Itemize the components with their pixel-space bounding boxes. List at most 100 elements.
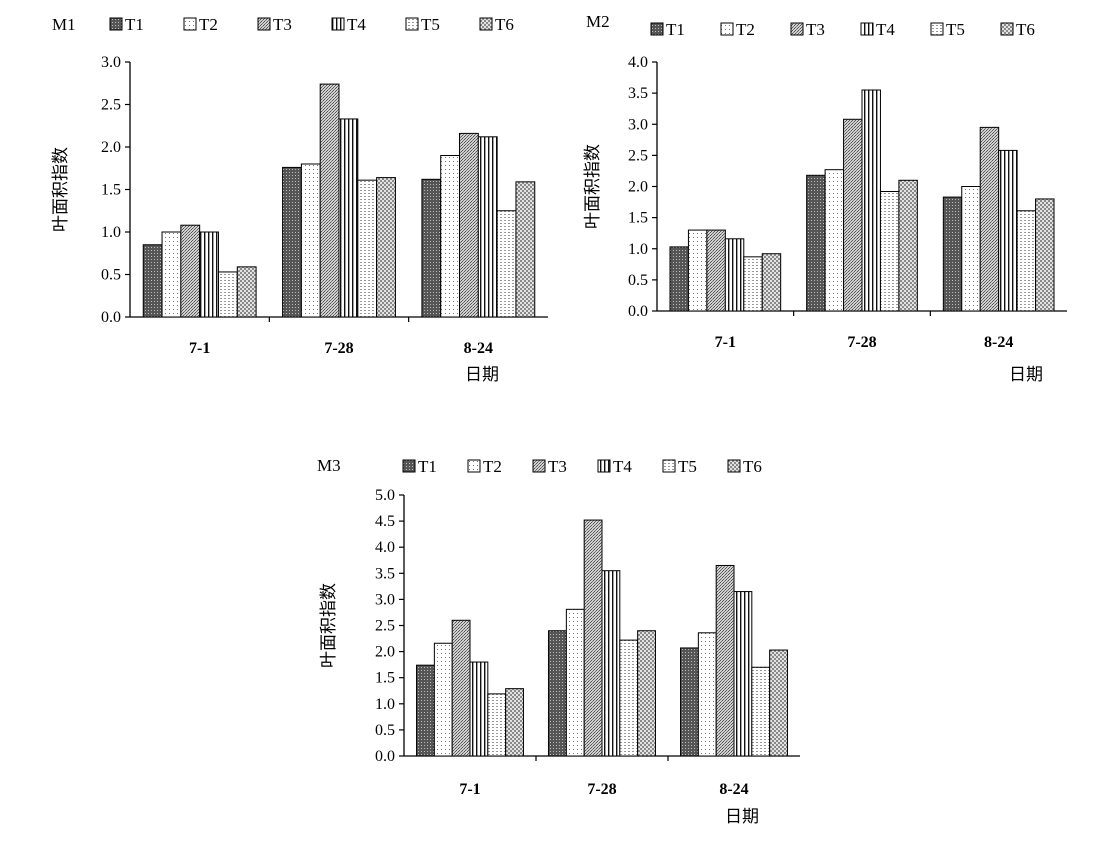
- y-axis-title: 叶面积指数: [319, 583, 338, 668]
- y-tick-label: 1.0: [375, 696, 395, 713]
- legend-swatch-T2: [467, 459, 481, 473]
- y-tick-label: 1.5: [101, 182, 121, 199]
- legend-swatch-T2: [183, 17, 197, 31]
- legend-swatch-T1: [109, 17, 123, 31]
- legend-label-T5: T5: [946, 20, 965, 39]
- y-axis-title: 叶面积指数: [583, 144, 602, 229]
- bar-T4-8-24: [733, 591, 753, 757]
- y-tick-label: 3.0: [375, 591, 395, 608]
- y-tick-label: 2.5: [101, 97, 121, 114]
- panel-title: M3: [317, 456, 341, 475]
- bar-T4-8-24: [477, 136, 498, 318]
- y-tick-label: 0.5: [101, 267, 121, 284]
- bar-T1-7-1: [669, 246, 689, 312]
- legend-label-T6: T6: [743, 457, 762, 476]
- legend-label-T4: T4: [613, 457, 632, 476]
- legend-label-T5: T5: [421, 15, 440, 34]
- bar-T3-7-28: [319, 83, 340, 318]
- legend-swatch-T5: [662, 459, 676, 473]
- bar-T1-7-28: [548, 630, 567, 757]
- bar-T2-7-1: [687, 229, 708, 312]
- bar-T1-7-1: [142, 244, 163, 318]
- y-tick-label: 3.0: [101, 54, 121, 71]
- bar-T5-7-28: [357, 179, 378, 318]
- y-tick-label: 1.5: [375, 670, 395, 687]
- bar-T2-8-24: [961, 186, 981, 312]
- x-axis-title: 日期: [725, 807, 759, 826]
- legend-swatch-T1: [650, 22, 664, 36]
- legend-swatch-T6: [1000, 22, 1014, 36]
- bar-T6-7-28: [376, 177, 396, 318]
- bar-T2-8-24: [697, 632, 717, 757]
- legend-label-T6: T6: [1016, 20, 1035, 39]
- bar-T6-8-24: [515, 181, 536, 318]
- legend-swatch-T6: [727, 459, 741, 473]
- bar-T3-8-24: [715, 564, 735, 757]
- y-tick-label: 2.5: [628, 147, 648, 164]
- bar-T2-7-1: [161, 231, 182, 318]
- bar-T1-8-24: [942, 196, 963, 312]
- bar-T4-7-28: [601, 570, 621, 757]
- y-tick-label: 4.0: [628, 54, 648, 71]
- panel-title: M1: [52, 15, 76, 34]
- y-tick-label: 3.0: [628, 116, 648, 133]
- bar-T5-8-24: [496, 210, 517, 318]
- bar-T3-8-24: [979, 126, 1000, 312]
- chart-2: 0.0 0.5 1.0 1.5 2.0 2.5 3.0 3.5 4.0 4.5 5.0 7-1 7-28…: [317, 456, 800, 826]
- legend-label-T3: T3: [548, 457, 567, 476]
- bar-T2-7-1: [433, 642, 453, 757]
- bar-T4-7-1: [199, 231, 219, 318]
- chart-1: 0.0 0.5 1.0 1.5 2.0 2.5 3.0 3.5 4.0 7-1 7-28 8-24 叶面…: [583, 12, 1067, 384]
- y-tick-label: 0.5: [375, 722, 395, 739]
- bar-T1-8-24: [680, 647, 699, 757]
- bar-T3-7-1: [180, 224, 201, 318]
- bar-T1-7-1: [416, 664, 435, 757]
- y-tick-label: 4.0: [375, 539, 395, 556]
- bar-T6-7-28: [637, 630, 656, 757]
- bar-T5-7-28: [879, 190, 900, 312]
- x-tick-label: 7-1: [459, 781, 480, 798]
- y-tick-label: 1.5: [628, 210, 648, 227]
- x-tick-label: 8-24: [984, 334, 1013, 351]
- x-axis-title: 日期: [1009, 365, 1043, 384]
- legend-label-T1: T1: [666, 20, 685, 39]
- bar-T2-8-24: [440, 155, 461, 318]
- legend-label-T6: T6: [495, 15, 514, 34]
- y-tick-label: 2.0: [101, 139, 121, 156]
- bar-T4-7-28: [861, 89, 881, 312]
- bar-T5-8-24: [1016, 210, 1037, 312]
- y-tick-label: 1.0: [101, 224, 121, 241]
- y-tick-label: 1.0: [628, 241, 648, 258]
- y-tick-label: 2.5: [375, 618, 395, 635]
- bar-T3-7-28: [843, 118, 863, 312]
- charts-root: 0.00.51.01.52.02.53.07-1 7-28 8-24叶面积指数日期M…: [51, 12, 1067, 826]
- bar-T1-7-28: [806, 174, 826, 312]
- bar-T6-7-28: [898, 179, 918, 312]
- y-tick-label: 0.5: [628, 272, 648, 289]
- bar-T6-8-24: [769, 649, 788, 757]
- legend-swatch-T4: [860, 22, 874, 36]
- legend-swatch-T5: [930, 22, 944, 36]
- bar-T4-8-24: [998, 149, 1018, 312]
- bar-T4-7-1: [469, 661, 489, 757]
- legend-swatch-T3: [257, 17, 271, 31]
- y-tick-label: 5.0: [375, 487, 395, 504]
- legend-swatch-T4: [331, 17, 345, 31]
- panel-title: M2: [586, 12, 610, 31]
- bar-T3-7-1: [706, 229, 726, 312]
- legend-label-T1: T1: [125, 15, 144, 34]
- x-tick-label: 7-28: [324, 340, 353, 357]
- bar-T3-7-28: [583, 519, 603, 757]
- bar-T6-7-1: [505, 688, 524, 757]
- legend-label-T2: T2: [199, 15, 218, 34]
- bar-T5-7-1: [217, 271, 238, 318]
- y-tick-label: 0.0: [628, 303, 648, 320]
- y-tick-label: 2.0: [375, 644, 395, 661]
- legend-label-T3: T3: [806, 20, 825, 39]
- legend-label-T5: T5: [678, 457, 697, 476]
- bar-T3-8-24: [459, 132, 479, 318]
- y-tick-label: 3.5: [375, 565, 395, 582]
- bar-T5-7-28: [619, 639, 639, 757]
